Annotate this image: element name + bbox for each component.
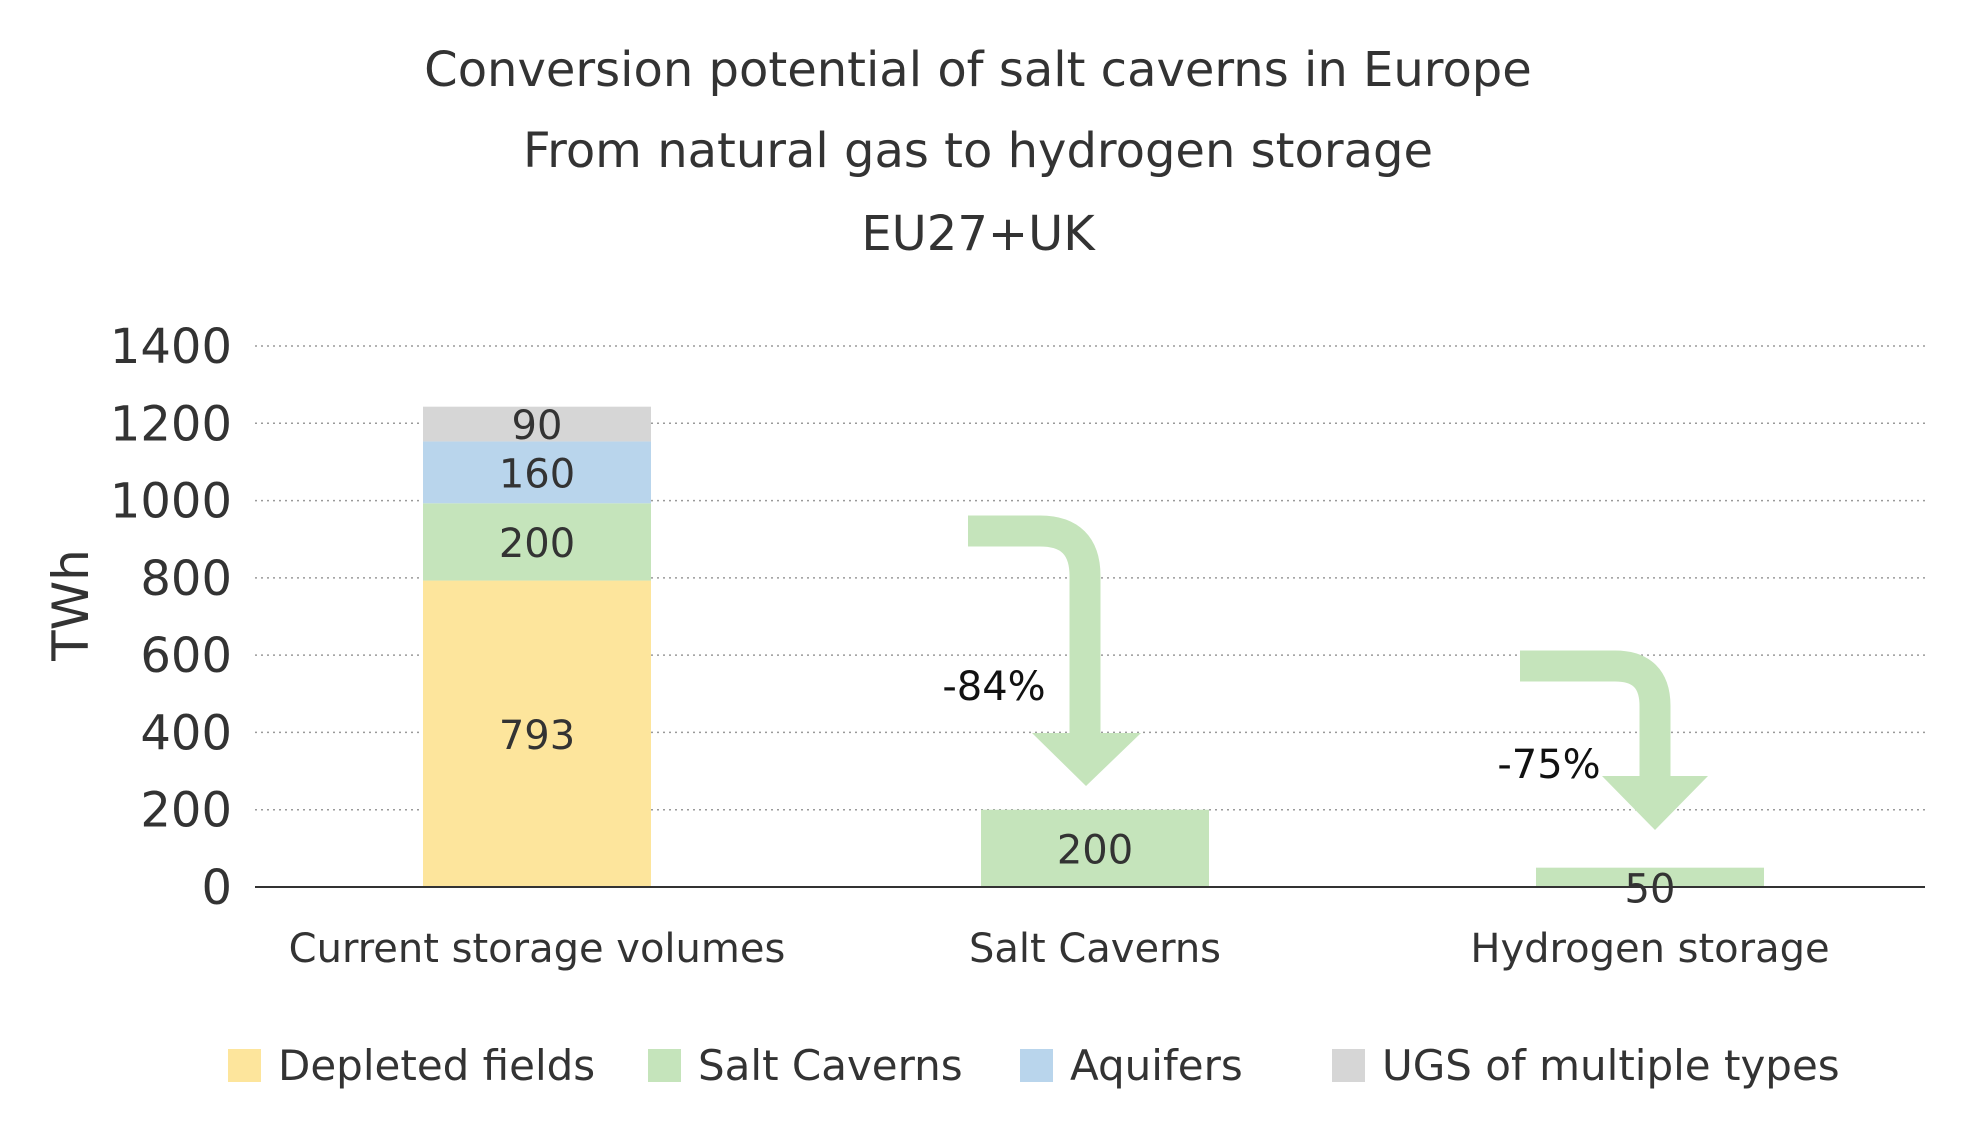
arrow-head-icon: [1032, 733, 1141, 786]
arrow-icon: [968, 515, 1101, 733]
data-label: 160: [499, 451, 575, 497]
y-tick-label: 1400: [110, 319, 232, 375]
title-line-1: Conversion potential of salt caverns in …: [424, 42, 1532, 98]
bar-segment: [1536, 867, 1764, 887]
legend-swatch: [648, 1049, 681, 1082]
arrow-head-icon: [1602, 776, 1708, 830]
annotations: -84% -75%: [942, 515, 1708, 830]
y-tick-label: 600: [140, 628, 232, 684]
y-tick-label: 800: [140, 551, 232, 607]
category-label: Salt Caverns: [969, 926, 1221, 972]
legend-label: Salt Caverns: [698, 1041, 963, 1090]
bar-segment: [423, 580, 651, 887]
legend-label: Depleted fields: [278, 1041, 595, 1090]
y-tick-label: 0: [201, 860, 232, 916]
annotation-label: -75%: [1497, 742, 1600, 788]
category-labels: Current storage volumes Salt Caverns Hydro…: [289, 926, 1830, 972]
legend-swatch: [1332, 1049, 1365, 1082]
y-tick-label: 1000: [110, 474, 232, 530]
legend-swatch: [228, 1049, 261, 1082]
chart-title: Conversion potential of salt caverns in …: [424, 42, 1532, 262]
legend-label: Aquifers: [1070, 1041, 1243, 1090]
data-label: 200: [1057, 827, 1133, 873]
title-line-2: From natural gas to hydrogen storage: [523, 123, 1433, 179]
legend-swatch: [1020, 1049, 1053, 1082]
legend-label: UGS of multiple types: [1382, 1041, 1840, 1090]
legend: Depleted fields Salt Caverns Aquifers UGS o…: [228, 1041, 1840, 1090]
bar-segment: [423, 406, 651, 442]
y-tick-label: 1200: [110, 396, 232, 452]
title-line-3: EU27+UK: [861, 206, 1096, 262]
category-label: Hydrogen storage: [1470, 926, 1829, 972]
bar-segment: [423, 503, 651, 581]
bar-segment: [423, 441, 651, 504]
data-label: 50: [1625, 867, 1676, 913]
category-label: Current storage volumes: [289, 926, 786, 972]
data-label: 793: [499, 713, 575, 759]
data-label: 200: [499, 521, 575, 567]
y-tick-label: 400: [140, 705, 232, 761]
y-tick-label: 200: [140, 783, 232, 839]
annotation-label: -84%: [942, 664, 1045, 710]
y-axis-ticks: 0 200 400 600 800 1000 1200 1400: [110, 319, 232, 916]
data-label: 90: [512, 403, 563, 449]
y-axis-label: TWh: [42, 549, 100, 662]
arrow-icon: [1520, 650, 1671, 776]
bar-segment: [981, 809, 1209, 887]
